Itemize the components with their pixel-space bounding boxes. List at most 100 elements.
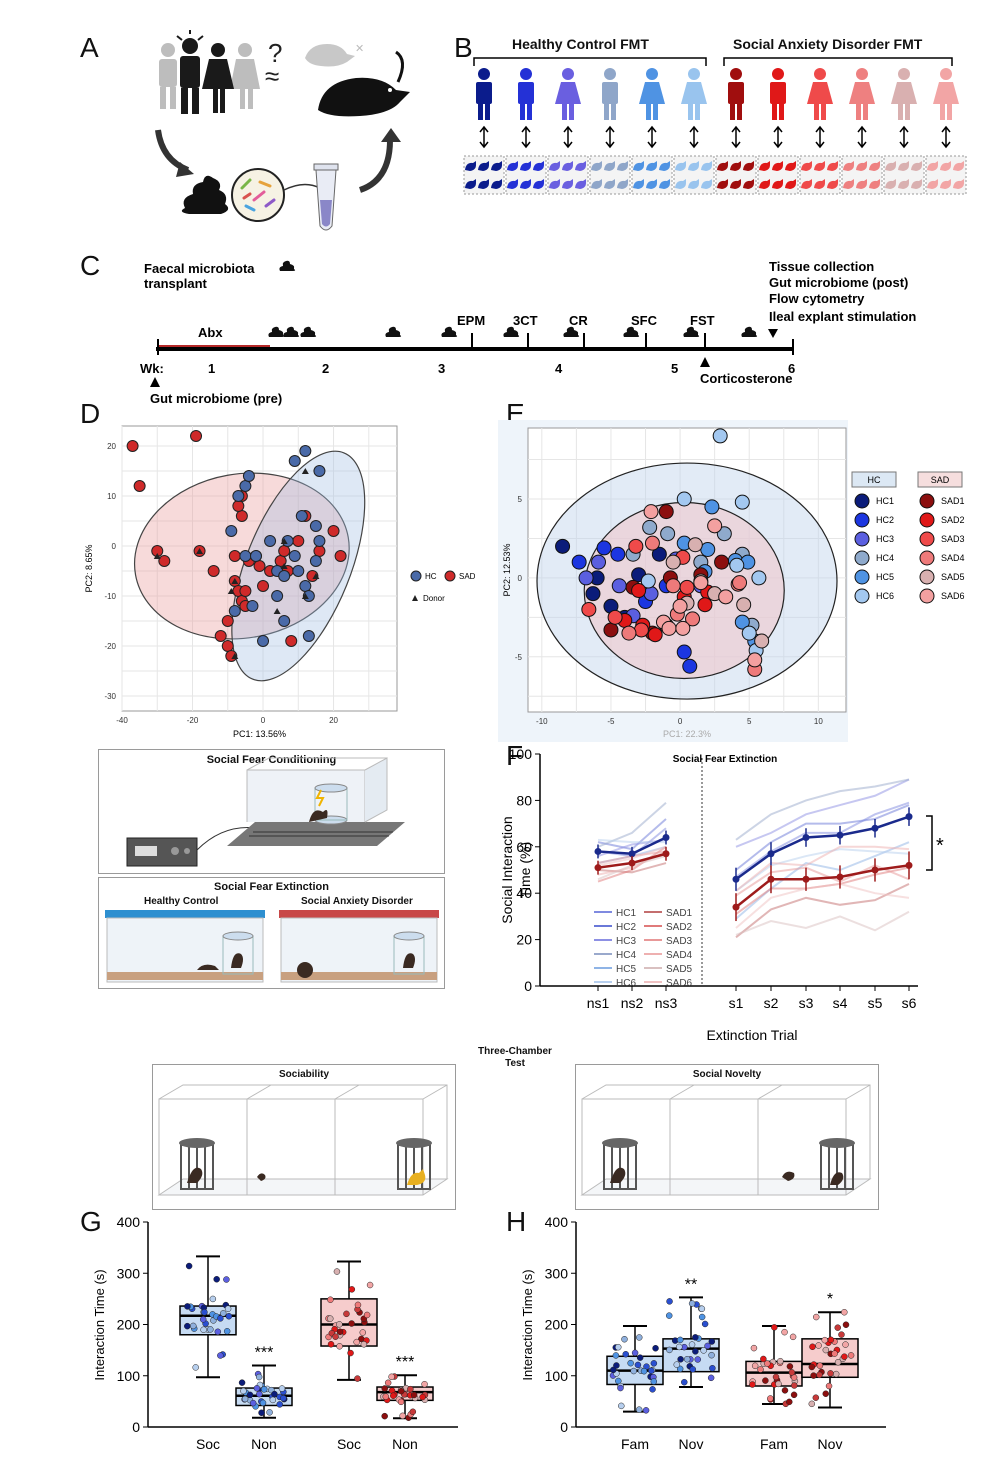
y-tick-2: 0 (112, 542, 117, 551)
data-point-0-2 (621, 1335, 628, 1343)
cort-label: Corticosterone (700, 371, 792, 386)
data-point-3-24 (398, 1387, 405, 1395)
data-point-2-17 (788, 1369, 796, 1376)
recipient-box-hc-1 (463, 155, 505, 195)
data-point-3-0 (822, 1390, 830, 1397)
donor-hc-2 (518, 68, 534, 120)
data-point-2-15 (353, 1338, 360, 1346)
data-point-3-31 (841, 1353, 848, 1360)
fmt-label-2: transplant (144, 276, 208, 291)
x-tick-s-5: s6 (902, 995, 917, 1011)
panel-b-donor-figure (463, 57, 967, 195)
data-point-3-30 (410, 1391, 418, 1399)
y-tick-1: 100 (545, 1368, 569, 1384)
hc-point-6 (264, 535, 277, 547)
data-point-0-8 (207, 1326, 214, 1333)
sfe-drawing (105, 910, 439, 983)
hc4-point-1 (660, 526, 676, 542)
data-point-2-27 (781, 1328, 788, 1336)
legend-sad-marker (444, 570, 456, 582)
data-point-3-14 (816, 1362, 824, 1369)
data-point-3-7 (809, 1343, 816, 1351)
x-tick-ns-0: ns1 (587, 995, 610, 1011)
significance-3: * (827, 1291, 833, 1308)
hc-point-1 (242, 470, 255, 482)
right-label-4: Ileal explant stimulation (769, 309, 916, 324)
week-1: 1 (208, 361, 215, 376)
data-point-0-3 (223, 1328, 231, 1335)
sfc-schematic: Social Fear Conditioning (98, 749, 445, 874)
data-point-1-14 (241, 1395, 249, 1403)
x-tick-1: Non (251, 1436, 277, 1452)
social-fear-extinction-chart: 0 20 40 60 80 100 Social Interaction Time (%) So… (499, 746, 944, 1043)
data-point-1-26 (266, 1409, 273, 1416)
sad3-point-3 (628, 538, 644, 554)
y-tick-0: 20 (107, 442, 116, 451)
sfe-title: Social Fear Extinction (214, 881, 329, 893)
donor-sad-2 (770, 68, 786, 120)
legend-sad-label-5: SAD6 (941, 591, 965, 601)
y-tick-3: 300 (117, 1265, 141, 1281)
sad-point-22 (257, 580, 270, 592)
data-point-2-16 (333, 1268, 341, 1275)
hc5-point-3 (734, 614, 750, 630)
data-point-0-31 (217, 1315, 224, 1322)
donor-arrow-hc-5 (647, 125, 657, 149)
donor-marker-1 (196, 548, 204, 554)
hc2-point-0 (571, 554, 587, 570)
data-point-3-10 (832, 1370, 840, 1378)
hc-ns-point-1 (628, 850, 636, 858)
significance-3: *** (396, 1354, 415, 1371)
legend-hc-label-3: HC4 (616, 950, 636, 961)
data-point-0-5 (214, 1328, 222, 1336)
legend-hc-marker-4 (854, 569, 870, 585)
legend-sad-marker-3 (919, 550, 935, 566)
x-tick-1: -5 (607, 717, 615, 726)
data-point-1-27 (676, 1336, 684, 1344)
sad2-point-4 (697, 597, 713, 613)
data-point-0-14 (635, 1406, 643, 1413)
test-label-4: FST (690, 313, 715, 328)
hc-point-10 (288, 550, 301, 562)
y-tick-1: 100 (117, 1368, 141, 1384)
data-point-3-17 (838, 1331, 845, 1338)
legend-hc-label-0: HC1 (876, 496, 894, 506)
legend-hc-label-2: HC3 (616, 936, 636, 947)
sad3-s-line (735, 864, 910, 897)
cort-triangle (700, 357, 710, 367)
donor-arrow-sad-6 (941, 125, 951, 149)
data-point-0-29 (617, 1384, 624, 1392)
test-label-2: CR (569, 313, 588, 328)
hc-point-8 (278, 570, 291, 582)
significance-bracket (926, 815, 933, 871)
data-point-2-20 (363, 1311, 371, 1319)
sad-s-point-5 (905, 861, 913, 869)
donor-sad-5 (891, 68, 917, 120)
hc-point-0 (239, 480, 252, 492)
x-tick-3: 5 (747, 717, 752, 726)
legend-hc-label-3: HC4 (876, 553, 894, 563)
week-2: 2 (322, 361, 329, 376)
week-5: 5 (671, 361, 678, 376)
data-point-0-19 (634, 1361, 642, 1369)
sad-point-1 (133, 480, 146, 492)
data-point-1-1 (666, 1298, 673, 1305)
legend-hc-label-5: HC6 (616, 978, 636, 989)
x-tick-4: 10 (814, 717, 823, 726)
hc6-point-6 (640, 573, 656, 589)
data-point-3-16 (822, 1346, 830, 1354)
timeline-fmt-markers (268, 260, 758, 337)
hc2-point-1 (596, 540, 612, 556)
hc2-s-line (735, 804, 910, 871)
data-point-0-15 (650, 1378, 658, 1385)
sad-point-2 (190, 430, 203, 442)
data-point-3-21 (841, 1308, 848, 1316)
data-point-1-26 (688, 1300, 696, 1307)
hc-s-point-2 (802, 834, 810, 842)
data-point-2-31 (749, 1381, 756, 1388)
hc6-s-line (735, 848, 910, 892)
data-point-2-14 (757, 1366, 764, 1373)
donor-marker-7 (301, 593, 309, 599)
sad5-point-2 (687, 537, 703, 553)
data-point-2-25 (327, 1341, 335, 1348)
